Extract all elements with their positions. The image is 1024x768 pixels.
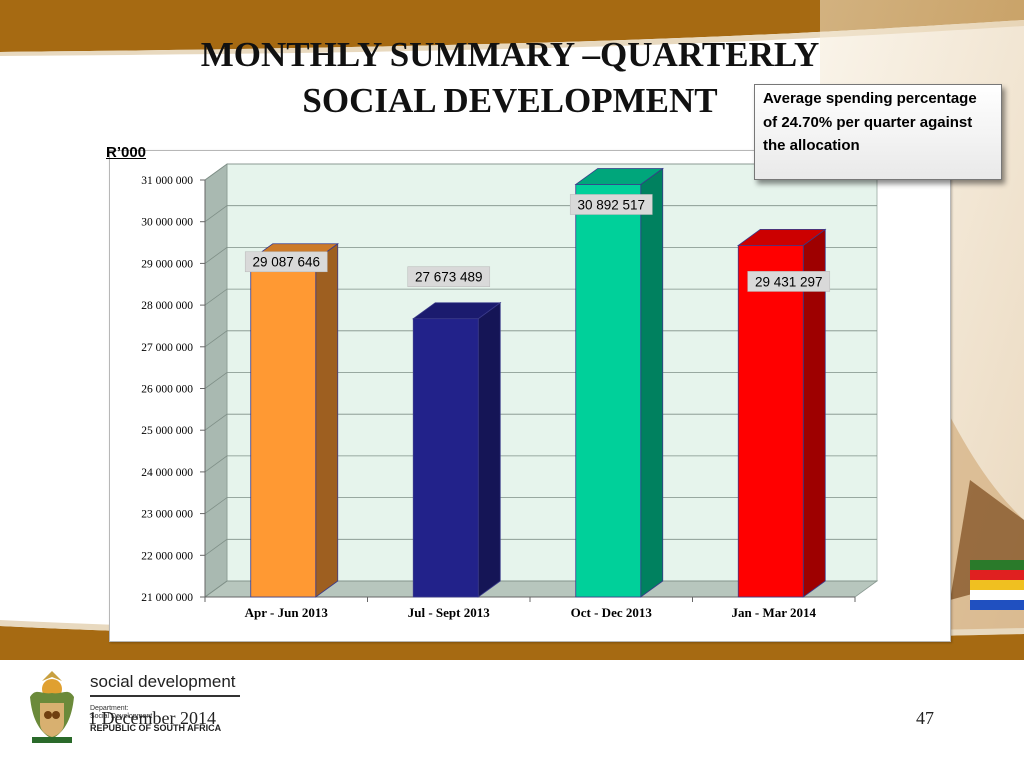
slide-title: MONTHLY SUMMARY –QUARTERLY SOCIAL DEVELO… xyxy=(100,32,920,124)
bar-side xyxy=(315,242,339,598)
bar xyxy=(412,318,479,598)
logo-department-line-2: Social Development xyxy=(90,713,153,720)
bar-side xyxy=(640,167,664,598)
beadwork-decoration xyxy=(970,560,1024,610)
bar-side xyxy=(477,301,501,598)
data-label: 27 673 489 xyxy=(415,270,483,285)
y-tick-label: 26 000 000 xyxy=(141,384,193,396)
data-label-background xyxy=(407,266,491,288)
footer-date: 1 December 2014 xyxy=(88,708,216,728)
x-category-label: Apr - Jun 2013 xyxy=(245,605,329,620)
bar xyxy=(737,245,804,598)
coat-of-arms-icon xyxy=(30,671,74,743)
page-number: 47 xyxy=(916,708,934,728)
x-category-label: Oct - Dec 2013 xyxy=(571,605,653,620)
bar xyxy=(575,184,642,598)
x-category-label: Jul - Sept 2013 xyxy=(408,605,490,620)
gridline xyxy=(204,163,877,181)
title-line-1: MONTHLY SUMMARY –QUARTERLY xyxy=(200,35,820,74)
data-label: 29 431 297 xyxy=(755,274,823,289)
y-tick-label: 24 000 000 xyxy=(141,467,193,479)
logo-country: REPUBLIC OF SOUTH AFRICA xyxy=(90,723,222,733)
logo-divider xyxy=(90,695,240,697)
department-logo: social development Department: Social De… xyxy=(22,667,242,747)
y-tick-label: 29 000 000 xyxy=(141,258,193,270)
bar xyxy=(250,259,317,598)
y-axis-unit-label: R’000 xyxy=(106,144,147,161)
y-tick-label: 25 000 000 xyxy=(141,425,193,437)
y-tick-label: 23 000 000 xyxy=(141,509,193,521)
header-band xyxy=(0,0,1024,56)
x-category-label: Jan - Mar 2014 xyxy=(731,605,816,620)
logo-brand-text: social development xyxy=(90,672,236,691)
y-tick-label: 22 000 000 xyxy=(141,550,193,562)
y-tick-label: 21 000 000 xyxy=(141,592,193,604)
data-label-background xyxy=(747,271,831,292)
title-line-2: SOCIAL DEVELOPMENT xyxy=(302,81,718,120)
y-tick-label: 28 000 000 xyxy=(141,300,193,312)
y-tick-label: 30 000 000 xyxy=(141,217,193,229)
data-label: 30 892 517 xyxy=(577,197,645,212)
logo-department-line-1: Department: xyxy=(90,705,129,712)
data-label-background xyxy=(569,194,653,215)
logo-department: Department: Social Development xyxy=(90,705,152,721)
data-label-background xyxy=(244,251,328,273)
y-tick-label: 31 000 000 xyxy=(141,175,193,187)
data-label: 29 087 646 xyxy=(252,255,320,270)
y-tick-label: 27 000 000 xyxy=(141,342,193,354)
callout-box: Average spending percentage of 24.70% pe… xyxy=(754,84,1002,180)
